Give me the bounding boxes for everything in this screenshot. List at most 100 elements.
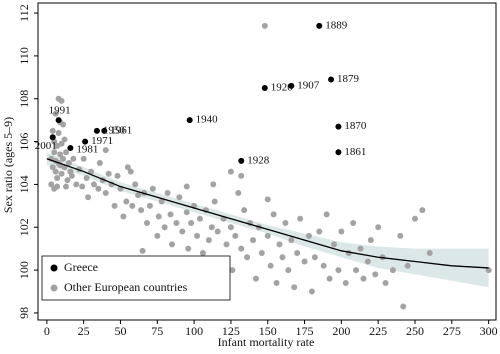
legend-marker bbox=[50, 264, 58, 272]
europe-point bbox=[154, 232, 161, 239]
europe-point bbox=[305, 232, 312, 239]
europe-point bbox=[367, 237, 374, 244]
europe-point bbox=[70, 155, 77, 162]
europe-point bbox=[389, 267, 396, 274]
y-tick-label: 100 bbox=[17, 261, 31, 279]
europe-point bbox=[54, 183, 61, 190]
greece-point bbox=[101, 127, 108, 134]
point-label: 1971 bbox=[91, 135, 113, 147]
europe-point bbox=[57, 151, 64, 158]
greece-point bbox=[328, 76, 335, 83]
europe-point bbox=[138, 207, 145, 214]
europe-point bbox=[285, 267, 292, 274]
europe-point bbox=[179, 228, 186, 235]
greece-point bbox=[82, 138, 89, 145]
europe-point bbox=[252, 275, 259, 282]
x-axis-title: Infant mortality rate bbox=[218, 335, 315, 349]
europe-point bbox=[214, 228, 221, 235]
europe-point bbox=[244, 254, 251, 261]
x-tick-label: 150 bbox=[259, 324, 277, 338]
europe-point bbox=[146, 202, 153, 209]
europe-point bbox=[320, 262, 327, 269]
x-tick-label: 75 bbox=[151, 324, 163, 338]
greece-point bbox=[288, 82, 295, 89]
europe-point bbox=[111, 202, 118, 209]
greece-point bbox=[335, 149, 342, 156]
point-label: 1981 bbox=[76, 144, 98, 156]
europe-point bbox=[331, 241, 338, 248]
y-tick-label: 102 bbox=[17, 218, 31, 236]
europe-point bbox=[85, 194, 92, 201]
europe-point bbox=[291, 284, 298, 291]
europe-point bbox=[102, 189, 109, 196]
europe-point bbox=[79, 183, 86, 190]
europe-point bbox=[342, 279, 349, 286]
europe-point bbox=[208, 224, 215, 231]
europe-point bbox=[139, 247, 146, 254]
europe-point bbox=[105, 170, 112, 177]
x-tick-label: 300 bbox=[480, 324, 498, 338]
europe-point bbox=[223, 241, 230, 248]
europe-point bbox=[114, 172, 121, 179]
europe-point bbox=[188, 219, 195, 226]
x-tick-label: 100 bbox=[185, 324, 203, 338]
europe-point bbox=[241, 207, 248, 214]
europe-point bbox=[338, 228, 345, 235]
x-tick-label: 25 bbox=[78, 324, 90, 338]
europe-point bbox=[149, 185, 156, 192]
fit-line bbox=[46, 158, 489, 269]
y-tick-label: 110 bbox=[17, 47, 31, 65]
legend-box bbox=[41, 255, 231, 301]
europe-point bbox=[238, 172, 245, 179]
europe-point bbox=[273, 279, 280, 286]
greece-point bbox=[316, 22, 323, 29]
europe-point bbox=[229, 267, 236, 274]
europe-point bbox=[135, 192, 142, 199]
europe-point bbox=[54, 174, 61, 181]
greece-point bbox=[186, 117, 193, 124]
europe-point bbox=[183, 209, 190, 216]
europe-point bbox=[129, 202, 136, 209]
x-tick-label: 50 bbox=[114, 324, 126, 338]
x-tick-label: 250 bbox=[406, 324, 424, 338]
europe-point bbox=[372, 271, 379, 278]
europe-point bbox=[96, 159, 103, 166]
europe-point bbox=[364, 258, 371, 265]
x-tick-label: 175 bbox=[296, 324, 314, 338]
europe-point bbox=[88, 168, 95, 175]
europe-point bbox=[232, 232, 239, 239]
europe-point bbox=[412, 215, 419, 222]
europe-point bbox=[49, 127, 56, 134]
y-tick-label: 104 bbox=[17, 175, 31, 193]
europe-point bbox=[65, 159, 72, 166]
europe-point bbox=[68, 172, 75, 179]
point-label: 1870 bbox=[344, 120, 367, 132]
point-label: 1879 bbox=[337, 73, 360, 85]
europe-point bbox=[350, 219, 357, 226]
point-label: 1950 bbox=[103, 124, 126, 136]
europe-point bbox=[60, 121, 67, 128]
europe-point bbox=[311, 254, 318, 261]
europe-point bbox=[132, 181, 139, 188]
x-tick-label: 200 bbox=[332, 324, 350, 338]
europe-point bbox=[167, 211, 174, 218]
europe-point bbox=[61, 136, 68, 143]
europe-point bbox=[183, 183, 190, 190]
point-label: 1920 bbox=[271, 82, 294, 94]
europe-point bbox=[264, 196, 271, 203]
europe-point bbox=[258, 249, 265, 256]
point-label: 1889 bbox=[325, 19, 348, 31]
europe-point bbox=[288, 237, 295, 244]
europe-point bbox=[64, 177, 71, 184]
europe-point bbox=[102, 147, 109, 154]
europe-point bbox=[264, 232, 271, 239]
europe-point bbox=[335, 267, 342, 274]
greece-point bbox=[238, 157, 245, 164]
europe-point bbox=[62, 149, 69, 156]
point-label: 2001 bbox=[35, 140, 57, 152]
europe-point bbox=[357, 245, 364, 252]
europe-point bbox=[58, 170, 65, 177]
europe-point bbox=[199, 249, 206, 256]
europe-point bbox=[52, 110, 59, 117]
